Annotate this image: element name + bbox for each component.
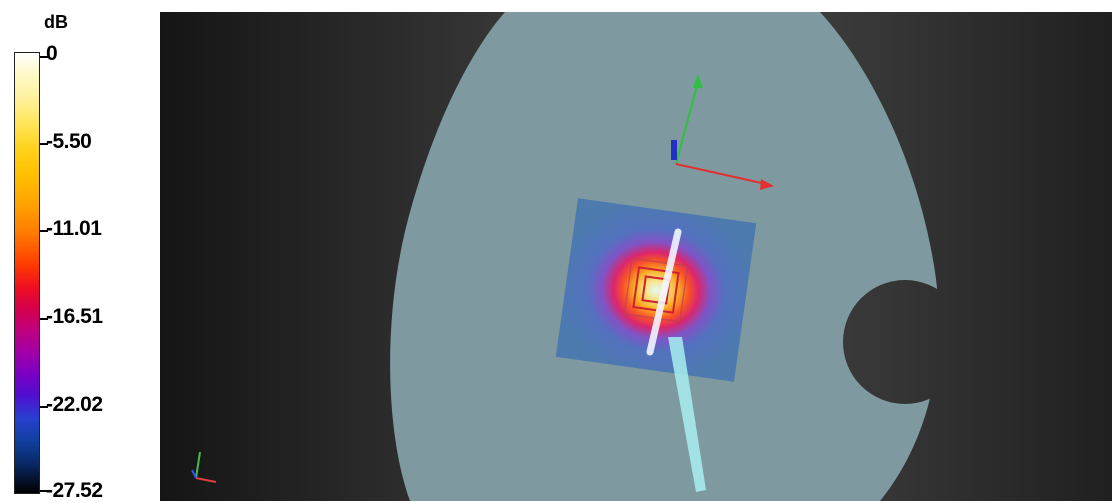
colorbar-label-2: -11.01 xyxy=(46,217,102,240)
colorbar-tick xyxy=(40,56,48,58)
colorbar-label-5: -27.52 xyxy=(46,479,103,502)
colorbar-tick xyxy=(40,318,48,320)
colorbar-gradient xyxy=(14,52,40,494)
colorbar-unit: dB xyxy=(44,12,68,32)
viewport-scene xyxy=(191,12,939,501)
field-distribution-plane xyxy=(555,198,757,382)
corner-axes-icon xyxy=(191,451,217,483)
colorbar-legend: dB 0 -5.50 -11.01 -16.51 -22.02 -27.52 xyxy=(0,0,160,502)
colorbar-label-4: -22.02 xyxy=(46,393,103,416)
colorbar-tick xyxy=(40,406,48,408)
colorbar-tick xyxy=(40,490,48,492)
viewport-top-strip xyxy=(160,0,1112,12)
scene-axes-gizmo-icon xyxy=(671,74,774,190)
colorbar-tick xyxy=(40,230,48,232)
colorbar-tick xyxy=(40,143,48,145)
3d-viewport[interactable] xyxy=(160,12,1112,501)
colorbar-label-3: -16.51 xyxy=(46,305,103,328)
colorbar-label-0: 0 xyxy=(46,42,58,65)
colorbar-label-1: -5.50 xyxy=(46,130,92,153)
probe-icon xyxy=(646,228,706,492)
